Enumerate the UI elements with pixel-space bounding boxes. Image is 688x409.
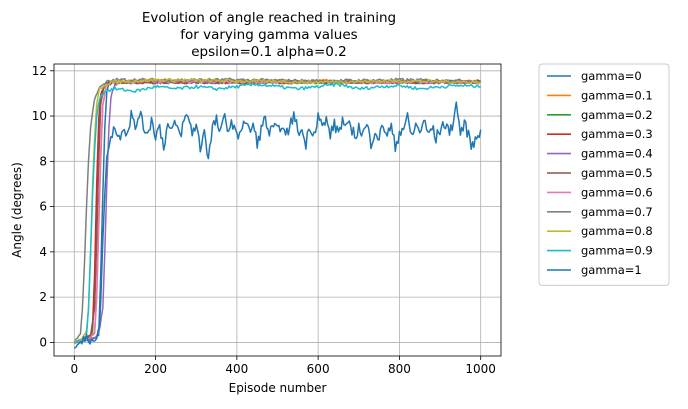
plot-area [73,77,482,349]
series-line-1 [74,78,481,345]
series-line-0 [73,79,481,344]
legend-label-0: gamma=0 [581,69,642,83]
y-tick-label-3: 6 [39,200,47,214]
x-axis-ticks: 0 200 400 600 800 1000 [70,356,496,376]
x-tick-label-1: 200 [144,362,167,376]
grid-lines [54,64,501,356]
series-line-7 [73,77,481,344]
x-tick-label-0: 0 [70,362,78,376]
legend-frame [538,63,670,286]
chart-title-line-3: epsilon=0.1 alpha=0.2 [191,44,347,60]
x-tick-label-2: 400 [225,362,248,376]
x-tick-label-4: 800 [388,362,411,376]
chart-title-line-2: for varying gamma values [180,27,357,43]
legend-label-3: gamma=0.3 [581,127,653,141]
series-line-5 [73,79,482,343]
series-line-4 [74,79,481,344]
series-line-3 [74,79,481,344]
y-tick-label-4: 8 [39,154,47,168]
y-axis-ticks: 0 2 4 6 8 10 12 [32,64,54,349]
legend-label-9: gamma=0.9 [581,244,653,258]
y-tick-label-5: 10 [32,109,47,123]
series-line-8 [73,77,482,343]
x-tick-label-3: 600 [307,362,330,376]
legend-label-6: gamma=0.6 [581,185,653,199]
y-axis-label: Angle (degrees) [10,162,24,258]
legend-label-10: gamma=1 [581,263,642,277]
y-tick-label-0: 0 [39,335,47,349]
legend-label-7: gamma=0.7 [581,205,653,219]
series-line-6 [74,78,481,344]
chart-title: Evolution of angle reached in training f… [142,10,396,60]
series-line-2 [73,79,482,344]
x-axis-label: Episode number [229,381,327,395]
legend-label-5: gamma=0.5 [581,166,653,180]
legend-label-8: gamma=0.8 [581,224,653,238]
legend-label-4: gamma=0.4 [581,147,653,161]
series-line-10 [73,101,482,349]
series-line-9 [74,82,481,344]
y-tick-label-6: 12 [32,64,47,78]
plot-frame [53,63,502,357]
legend-label-2: gamma=0.2 [581,108,653,122]
chart-title-line-1: Evolution of angle reached in training [142,10,396,26]
y-tick-label-2: 4 [39,245,47,259]
legend-label-1: gamma=0.1 [581,88,653,102]
y-tick-label-1: 2 [39,290,47,304]
x-tick-label-5: 1000 [465,362,496,376]
legend: gamma=0 gamma=0.1 gamma=0.2 gamma=0.3 gamma=… [538,63,670,286]
